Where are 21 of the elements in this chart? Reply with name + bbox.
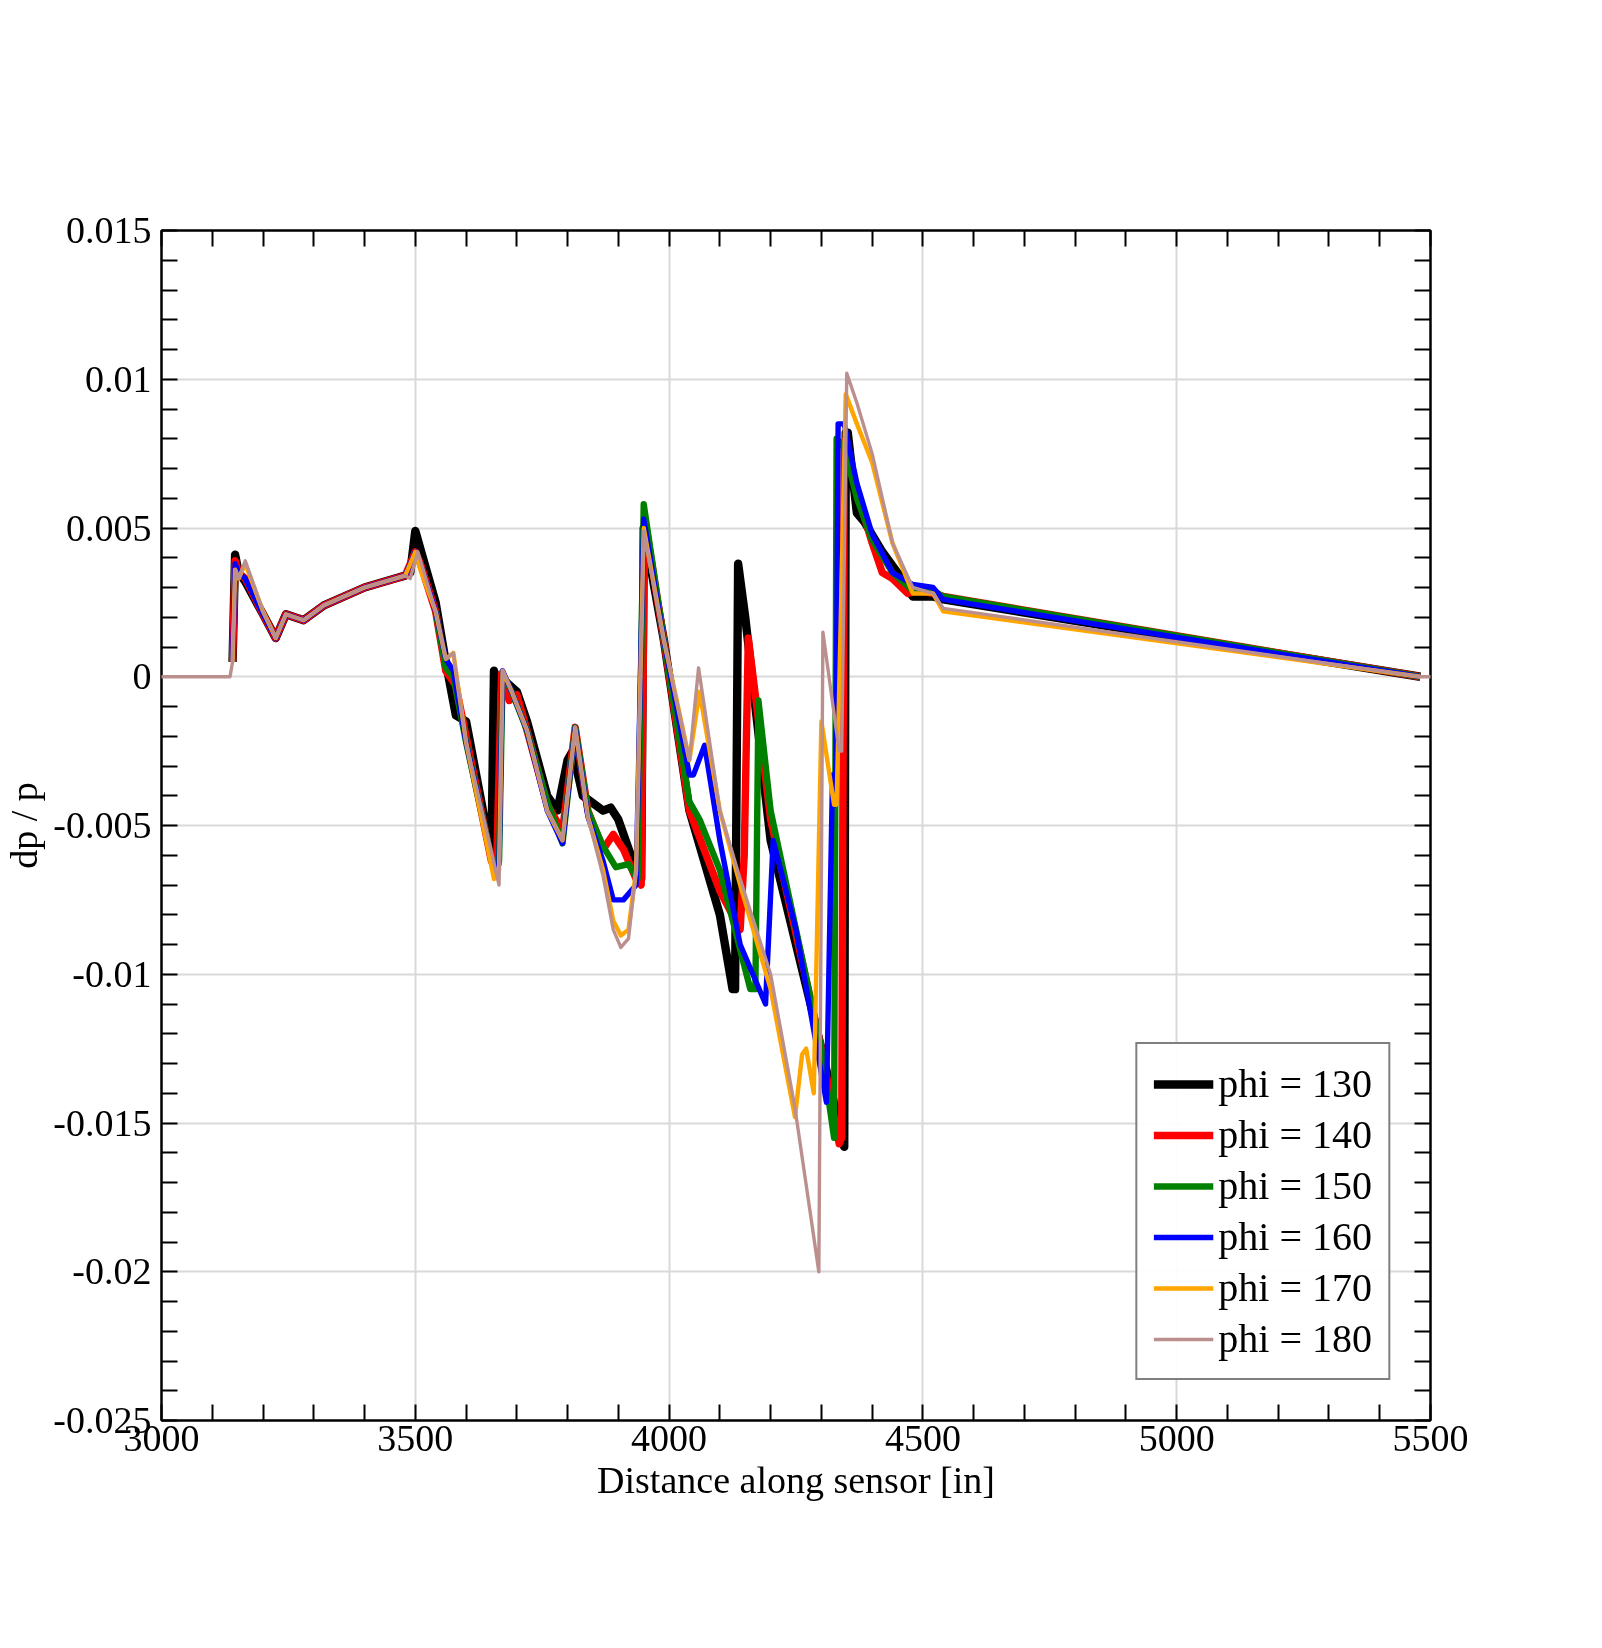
x-tick-label: 4500 [884, 1416, 961, 1459]
x-tick-label: 5500 [1392, 1416, 1469, 1459]
legend-label: phi = 140 [1218, 1111, 1372, 1158]
y-tick-label: -0.01 [72, 952, 152, 995]
legend-label: phi = 130 [1218, 1060, 1372, 1107]
x-tick-label: 5000 [1138, 1416, 1215, 1459]
y-tick-label: -0.005 [53, 804, 152, 846]
y-tick-label: 0.015 [66, 209, 152, 251]
legend-label: phi = 160 [1218, 1213, 1372, 1260]
legend-label: phi = 180 [1218, 1315, 1372, 1362]
y-tick-label: 0 [132, 655, 152, 698]
legend-label: phi = 150 [1218, 1162, 1372, 1209]
y-tick-label: 0.01 [85, 357, 152, 400]
y-tick-label: 0.005 [66, 506, 152, 549]
legend-label: phi = 170 [1218, 1264, 1372, 1311]
x-tick-label: 4000 [631, 1416, 708, 1459]
y-axis-title: dp / p [3, 782, 46, 869]
x-tick-label: 3500 [377, 1416, 454, 1459]
y-tick-label: -0.02 [72, 1250, 152, 1293]
y-tick-label: -0.015 [53, 1101, 152, 1144]
x-axis-title: Distance along sensor [in] [597, 1458, 995, 1501]
